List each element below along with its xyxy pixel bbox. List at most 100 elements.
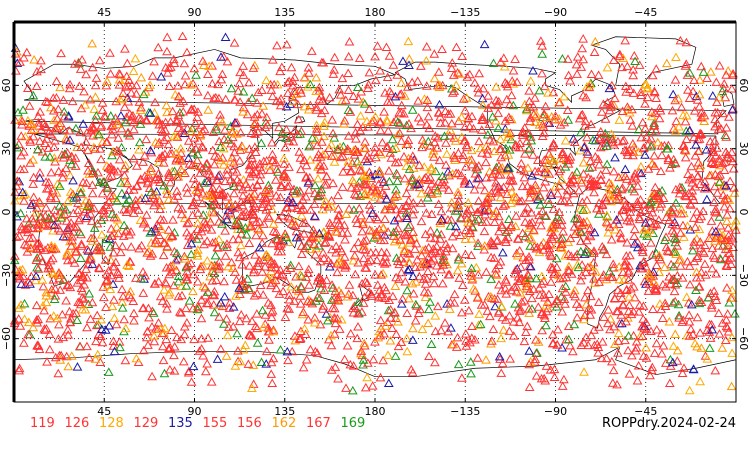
observation-marker: [362, 358, 373, 367]
observation-marker: [624, 108, 635, 117]
observation-marker: [680, 145, 690, 154]
observation-marker: [23, 83, 33, 93]
observation-marker: [49, 115, 59, 125]
observation-marker: [316, 164, 326, 174]
observation-marker: [378, 223, 388, 232]
observation-marker: [482, 193, 493, 203]
observation-marker: [315, 152, 326, 161]
observation-marker: [255, 162, 265, 171]
observation-marker: [489, 146, 500, 156]
observation-marker: [576, 62, 587, 71]
observation-marker: [365, 247, 376, 257]
observation-marker: [90, 80, 101, 90]
observation-marker: [137, 303, 148, 313]
observation-marker: [240, 222, 251, 232]
observation-marker: [288, 136, 299, 146]
observation-marker: [569, 222, 580, 231]
observation-marker: [249, 290, 260, 300]
observation-marker: [434, 99, 445, 109]
observation-marker: [431, 241, 442, 251]
observation-marker: [136, 102, 146, 112]
observation-marker: [473, 161, 484, 170]
observation-marker: [382, 117, 393, 126]
observation-marker: [258, 255, 269, 264]
observation-marker: [578, 169, 589, 178]
observation-marker: [274, 96, 285, 106]
observation-marker: [353, 147, 363, 156]
observation-marker: [228, 203, 239, 213]
observation-marker: [260, 250, 271, 260]
observation-marker: [250, 250, 260, 259]
observation-marker: [41, 202, 51, 212]
observation-marker: [104, 172, 114, 181]
observation-marker: [613, 219, 624, 229]
observation-marker: [621, 316, 631, 326]
observation-marker: [396, 253, 406, 263]
observation-marker: [491, 162, 502, 172]
observation-marker: [419, 173, 430, 183]
observation-marker: [204, 61, 215, 71]
observation-marker: [619, 195, 630, 205]
observation-marker: [130, 53, 141, 63]
observation-marker: [651, 325, 662, 334]
observation-marker: [531, 109, 542, 119]
observation-marker: [602, 141, 612, 150]
observation-marker: [293, 99, 303, 109]
observation-marker: [126, 292, 136, 302]
observation-marker: [577, 260, 587, 269]
observation-marker: [327, 244, 337, 254]
observation-marker: [653, 215, 664, 224]
observation-marker: [317, 137, 327, 146]
observation-marker: [323, 334, 334, 344]
observation-marker: [490, 116, 501, 125]
observation-marker: [201, 222, 212, 232]
coastline-segment: [394, 61, 621, 196]
observation-marker: [704, 233, 715, 243]
observation-marker: [705, 288, 716, 297]
observation-marker: [65, 170, 76, 180]
observation-marker: [421, 119, 432, 129]
observation-marker: [79, 279, 90, 289]
observation-marker: [720, 147, 731, 157]
observation-marker: [701, 145, 712, 154]
observation-marker: [48, 106, 59, 115]
observation-marker: [475, 319, 486, 329]
observation-marker: [667, 207, 678, 216]
observation-marker: [472, 293, 483, 302]
observation-marker: [235, 356, 246, 366]
observation-marker: [601, 274, 612, 284]
observation-marker: [433, 199, 444, 208]
observation-marker: [507, 76, 518, 85]
observation-marker: [128, 153, 139, 163]
observation-marker: [503, 225, 514, 234]
observation-marker: [487, 169, 498, 178]
observation-marker: [441, 246, 451, 256]
observation-marker: [253, 87, 264, 97]
observation-marker: [141, 210, 152, 219]
observation-marker: [296, 210, 307, 220]
observation-marker: [68, 175, 78, 185]
observation-marker: [695, 128, 706, 138]
y-tick-label-right: 60: [737, 78, 750, 92]
observation-marker: [237, 260, 247, 269]
observation-marker: [285, 198, 296, 207]
observation-marker: [380, 214, 390, 223]
observation-marker: [45, 255, 56, 265]
observation-marker: [638, 351, 649, 360]
observation-marker: [15, 57, 25, 66]
observation-marker: [296, 282, 307, 292]
observation-marker: [579, 310, 590, 320]
observation-marker: [396, 78, 407, 87]
observation-marker: [385, 313, 396, 322]
observation-marker: [678, 220, 688, 230]
observation-marker: [342, 228, 353, 237]
observation-marker: [34, 173, 45, 182]
observation-marker: [211, 175, 222, 185]
observation-marker: [191, 70, 201, 79]
observation-marker: [718, 182, 729, 191]
observation-marker: [623, 275, 634, 284]
observation-marker: [158, 250, 169, 260]
observation-marker: [443, 326, 454, 336]
observation-marker: [440, 106, 451, 115]
observation-marker: [525, 76, 536, 85]
